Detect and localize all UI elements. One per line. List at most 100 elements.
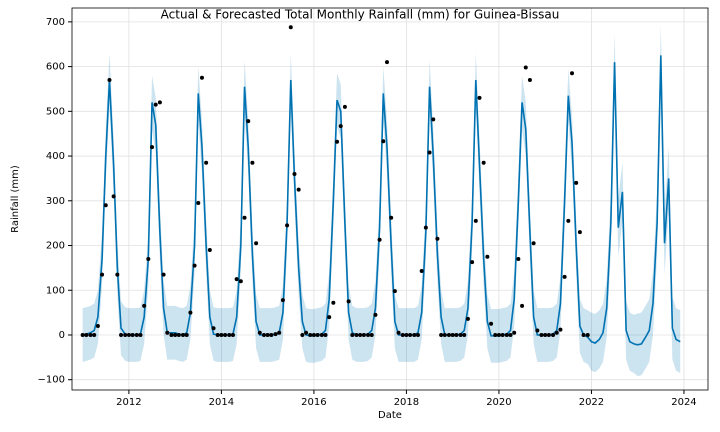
actual-point bbox=[554, 330, 559, 335]
actual-point bbox=[465, 316, 470, 321]
actual-point bbox=[369, 332, 374, 337]
y-tick-label: 600 bbox=[46, 62, 65, 73]
actual-point bbox=[546, 332, 551, 337]
actual-point bbox=[377, 237, 382, 242]
actual-point bbox=[261, 332, 266, 337]
actual-point bbox=[458, 332, 463, 337]
actual-point bbox=[188, 310, 193, 315]
actual-point bbox=[169, 332, 174, 337]
actual-point bbox=[415, 332, 420, 337]
actual-point bbox=[204, 160, 209, 165]
actual-point bbox=[450, 332, 455, 337]
actual-point bbox=[442, 332, 447, 337]
x-axis-label: Date bbox=[378, 410, 402, 421]
actual-point bbox=[184, 332, 189, 337]
x-tick-label: 2016 bbox=[301, 397, 326, 408]
actual-point bbox=[273, 332, 278, 337]
y-tick-label: 700 bbox=[46, 17, 65, 28]
actual-point bbox=[516, 256, 521, 261]
actual-point bbox=[431, 117, 436, 122]
actual-point bbox=[103, 203, 108, 208]
actual-point bbox=[134, 332, 139, 337]
actual-point bbox=[153, 102, 158, 107]
actual-point bbox=[142, 303, 147, 308]
actual-point bbox=[107, 78, 112, 83]
actual-point bbox=[512, 330, 517, 335]
actual-point bbox=[531, 241, 536, 246]
actual-point bbox=[150, 145, 155, 150]
actual-point bbox=[581, 332, 586, 337]
actual-point bbox=[392, 289, 397, 294]
chart-title: Actual & Forecasted Total Monthly Rainfa… bbox=[161, 8, 560, 22]
actual-point bbox=[535, 328, 540, 333]
actual-point bbox=[250, 160, 255, 165]
actual-point bbox=[230, 332, 235, 337]
actual-point bbox=[111, 194, 116, 199]
actual-point bbox=[539, 332, 544, 337]
actual-point bbox=[304, 330, 309, 335]
actual-point bbox=[207, 247, 212, 252]
actual-point bbox=[157, 100, 162, 105]
y-tick-label: 300 bbox=[46, 196, 65, 207]
actual-point bbox=[496, 332, 501, 337]
actual-point bbox=[381, 139, 386, 144]
actual-point bbox=[500, 332, 505, 337]
y-tick-label: 200 bbox=[46, 241, 65, 252]
actual-point bbox=[435, 236, 440, 241]
actual-point bbox=[346, 299, 351, 304]
actual-point bbox=[566, 218, 571, 223]
actual-point bbox=[242, 215, 247, 220]
actual-point bbox=[215, 332, 220, 337]
actual-point bbox=[211, 326, 216, 331]
actual-point bbox=[481, 160, 486, 165]
actual-point bbox=[396, 330, 401, 335]
actual-point bbox=[373, 312, 378, 317]
actual-point bbox=[161, 272, 166, 277]
actual-point bbox=[119, 332, 124, 337]
actual-point bbox=[577, 230, 582, 235]
actual-point bbox=[400, 332, 405, 337]
actual-point bbox=[92, 332, 97, 337]
y-tick-label: −100 bbox=[38, 375, 65, 386]
actual-point bbox=[285, 223, 290, 228]
actual-point bbox=[88, 332, 93, 337]
plot-frame bbox=[71, 7, 709, 391]
actual-point bbox=[277, 330, 282, 335]
actual-point bbox=[308, 332, 313, 337]
actual-point bbox=[408, 332, 413, 337]
actual-point bbox=[558, 327, 563, 332]
actual-point bbox=[265, 332, 270, 337]
actual-point bbox=[123, 332, 128, 337]
actual-point bbox=[192, 263, 197, 268]
x-tick-label: 2014 bbox=[209, 397, 234, 408]
actual-point bbox=[473, 218, 478, 223]
actual-point bbox=[361, 332, 366, 337]
actual-point bbox=[446, 332, 451, 337]
x-tick-label: 2018 bbox=[394, 397, 419, 408]
actual-point bbox=[354, 332, 359, 337]
actual-point bbox=[570, 71, 575, 76]
actual-point bbox=[126, 332, 131, 337]
actual-point bbox=[234, 277, 239, 282]
actual-point bbox=[462, 332, 467, 337]
actual-point bbox=[585, 332, 590, 337]
y-tick-label: 100 bbox=[46, 285, 65, 296]
actual-point bbox=[254, 241, 259, 246]
x-tick-label: 2024 bbox=[671, 397, 696, 408]
actual-point bbox=[319, 332, 324, 337]
y-tick-label: 400 bbox=[46, 151, 65, 162]
actual-point bbox=[257, 330, 262, 335]
actual-point bbox=[146, 256, 151, 261]
actual-point bbox=[173, 332, 178, 337]
actual-point bbox=[269, 332, 274, 337]
actual-point bbox=[181, 332, 186, 337]
actual-point bbox=[470, 260, 475, 265]
actual-point bbox=[288, 25, 293, 30]
actual-point bbox=[138, 332, 143, 337]
actual-point bbox=[489, 321, 494, 326]
actual-point bbox=[366, 332, 371, 337]
actual-point bbox=[84, 332, 89, 337]
actual-point bbox=[389, 215, 394, 220]
